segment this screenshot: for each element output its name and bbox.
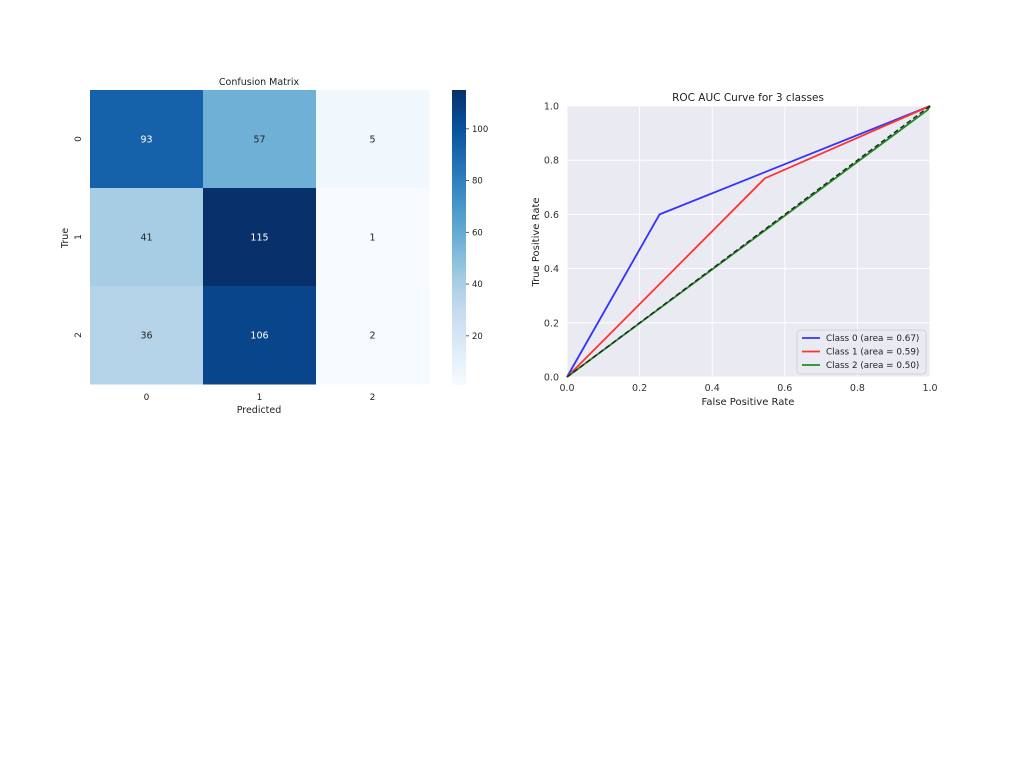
cm-cell-label: 5 bbox=[369, 135, 375, 146]
cm-cell bbox=[316, 188, 430, 287]
roc-y-tick-label: 0.6 bbox=[544, 210, 559, 221]
cm-colorbar-tick-label: 100 bbox=[472, 125, 488, 135]
roc-legend-label: Class 1 (area = 0.59) bbox=[826, 348, 919, 358]
cm-x-tick-labels: 0 1 2 bbox=[144, 393, 376, 403]
cm-cell bbox=[203, 286, 317, 385]
cm-colorbar-tick-label: 80 bbox=[472, 177, 483, 187]
cm-cell bbox=[90, 188, 204, 287]
cm-colorbar bbox=[452, 90, 466, 385]
cm-x-axis-label: Predicted bbox=[237, 405, 282, 416]
cm-cells: 93 57 5 41 115 1 36 106 2 bbox=[90, 90, 430, 385]
roc-legend: Class 0 (area = 0.67) Class 1 (area = 0.5… bbox=[796, 329, 927, 375]
cm-y-tick-label: 1 bbox=[74, 234, 84, 240]
cm-cell bbox=[90, 90, 204, 189]
confusion-matrix-chart: Confusion Matrix 93 57 5 41 115 1 36 106 2 0 1 2 0… bbox=[60, 77, 488, 416]
cm-cell-label: 115 bbox=[250, 233, 268, 244]
roc-y-tick-label: 0.0 bbox=[544, 373, 559, 384]
roc-x-tick-label: 0.8 bbox=[850, 383, 865, 394]
cm-cell bbox=[316, 90, 430, 189]
roc-y-tick-label: 1.0 bbox=[544, 102, 559, 113]
roc-title: ROC AUC Curve for 3 classes bbox=[672, 92, 824, 104]
cm-cell bbox=[203, 188, 317, 287]
cm-cell-label: 41 bbox=[140, 233, 152, 244]
cm-cell bbox=[203, 90, 317, 189]
cm-y-tick-label: 2 bbox=[74, 332, 84, 338]
cm-colorbar-ticks: 20 40 60 80 100 bbox=[466, 125, 488, 342]
cm-title: Confusion Matrix bbox=[219, 77, 300, 88]
cm-colorbar-tick-label: 60 bbox=[472, 228, 483, 238]
cm-x-tick-label: 1 bbox=[257, 393, 263, 403]
roc-reference-line bbox=[566, 105, 931, 378]
roc-x-axis-label: False Positive Rate bbox=[702, 397, 795, 408]
roc-x-tick-labels: 0.0 0.2 0.4 0.6 0.8 1.0 bbox=[559, 383, 937, 394]
cm-colorbar-tick-label: 20 bbox=[472, 332, 483, 342]
roc-series bbox=[566, 105, 931, 378]
roc-series-line bbox=[566, 105, 931, 378]
cm-y-axis-label: True bbox=[60, 228, 71, 249]
cm-cell bbox=[316, 286, 430, 385]
roc-x-tick-label: 1.0 bbox=[922, 383, 937, 394]
cm-x-tick-label: 2 bbox=[370, 393, 376, 403]
roc-legend-label: Class 2 (area = 0.50) bbox=[826, 361, 919, 371]
cm-cell bbox=[90, 286, 204, 385]
roc-x-tick-label: 0.0 bbox=[559, 383, 574, 394]
roc-x-tick-label: 0.6 bbox=[777, 383, 792, 394]
cm-x-tick-label: 0 bbox=[144, 393, 150, 403]
cm-cell-label: 106 bbox=[250, 331, 268, 342]
cm-colorbar-tick-label: 40 bbox=[472, 280, 483, 290]
roc-y-tick-label: 0.4 bbox=[544, 264, 559, 275]
roc-y-axis-label: True Positive Rate bbox=[531, 197, 542, 287]
cm-cell-label: 36 bbox=[140, 331, 152, 342]
roc-y-tick-label: 0.2 bbox=[544, 318, 559, 329]
cm-y-tick-label: 0 bbox=[74, 136, 84, 142]
roc-chart: ROC AUC Curve for 3 classes 0.0 0.2 0.4 0.6… bbox=[531, 92, 938, 408]
cm-cell-label: 57 bbox=[253, 135, 265, 146]
roc-y-tick-labels: 0.0 0.2 0.4 0.6 0.8 1.0 bbox=[544, 102, 559, 384]
roc-legend-box bbox=[796, 329, 927, 375]
roc-y-tick-label: 0.8 bbox=[544, 156, 559, 167]
cm-cell-label: 1 bbox=[369, 233, 375, 244]
cm-cell-label: 2 bbox=[369, 331, 375, 342]
roc-series-line bbox=[566, 105, 931, 378]
cm-y-tick-labels: 0 1 2 bbox=[74, 136, 84, 338]
roc-grid bbox=[566, 105, 931, 378]
cm-cell-label: 93 bbox=[140, 135, 152, 146]
roc-legend-label: Class 0 (area = 0.67) bbox=[826, 334, 919, 344]
roc-x-tick-label: 0.2 bbox=[632, 383, 647, 394]
roc-x-tick-label: 0.4 bbox=[705, 383, 720, 394]
